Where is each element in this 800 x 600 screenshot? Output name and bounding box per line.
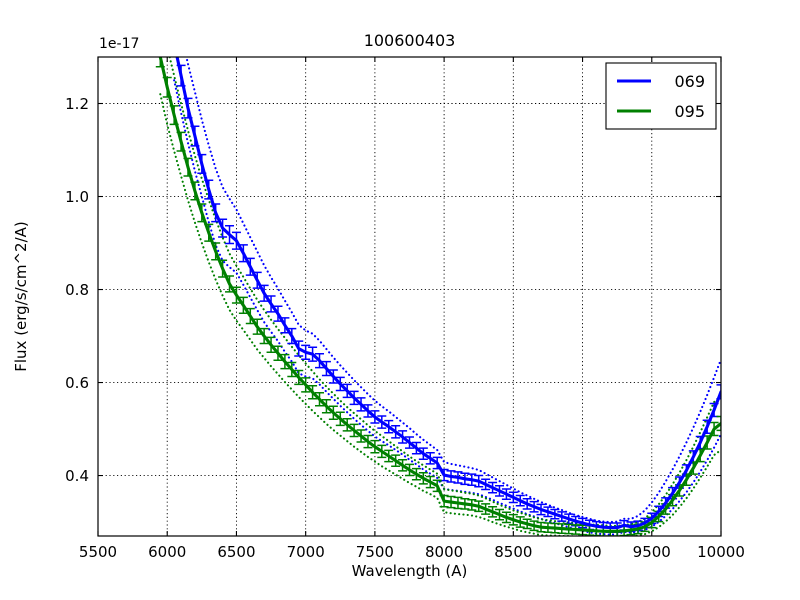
- series-line-095[interactable]: [158, 57, 721, 533]
- y-tick-label: 1.2: [65, 95, 89, 113]
- data-layer: [155, 43, 721, 536]
- x-tick-label: 5500: [79, 543, 117, 561]
- y-tick-label: 1.0: [65, 188, 89, 206]
- x-axis-title: Wavelength (A): [352, 562, 468, 580]
- legend-label-069: 069: [674, 72, 705, 91]
- tick-marks: [97, 57, 722, 536]
- y-axis-offset-label: 1e-17: [99, 36, 139, 52]
- x-tick-label: 10000: [697, 543, 745, 561]
- y-tick-label: 0.6: [65, 374, 89, 392]
- x-tick-label: 7000: [287, 543, 325, 561]
- y-axis-title: Flux (erg/s/cm^2/A): [12, 221, 30, 372]
- x-tick-label: 9500: [633, 543, 671, 561]
- legend[interactable]: 069 095: [605, 62, 717, 130]
- x-tick-label: 9000: [563, 543, 601, 561]
- envelope-upper-069: [185, 57, 721, 524]
- y-tick-labels: 0.4 0.6 0.8 1.0 1.2: [65, 95, 89, 485]
- x-tick-label: 6000: [148, 543, 186, 561]
- y-tick-label: 0.8: [65, 281, 89, 299]
- x-tick-label: 8000: [425, 543, 463, 561]
- x-tick-labels: 5500 6000 6500 7000 7500 8000 8500 9000 9500 1000…: [79, 543, 745, 561]
- legend-label-095: 095: [674, 102, 705, 121]
- x-tick-label: 7500: [356, 543, 394, 561]
- axes-frame: [97, 56, 722, 537]
- x-tick-label: 6500: [217, 543, 255, 561]
- series-line-069[interactable]: [174, 43, 721, 530]
- series-lines: [158, 43, 721, 533]
- x-tick-label: 8500: [494, 543, 532, 561]
- chart-title: 100600403: [364, 31, 456, 50]
- y-tick-label: 0.4: [65, 467, 89, 485]
- legend-frame: [605, 62, 717, 130]
